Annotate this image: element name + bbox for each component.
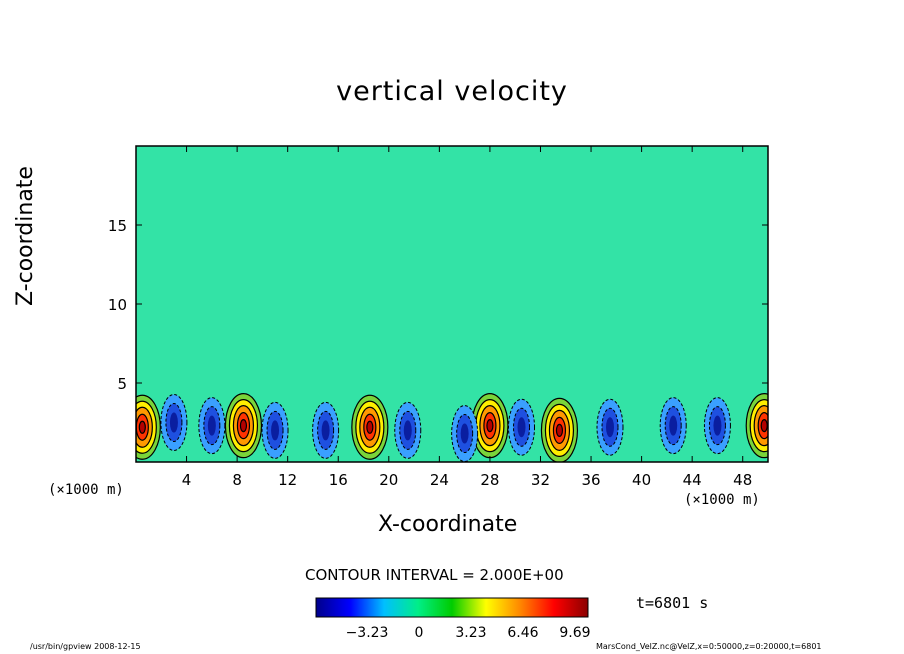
updraft-contour — [760, 419, 768, 433]
updraft-cell — [745, 393, 768, 459]
downdraft-cell — [394, 401, 422, 459]
chart-title: vertical velocity — [336, 76, 568, 107]
updraft-contour — [239, 419, 248, 433]
time-label: t=6801 s — [636, 594, 709, 612]
downdraft-core — [713, 415, 722, 436]
updraft-contour — [555, 423, 564, 437]
downdraft-core — [207, 415, 216, 436]
updraft-contour — [138, 420, 146, 434]
x-unit-label-left: (×1000 m) — [48, 482, 124, 498]
colorbar-tick-label: 3.23 — [455, 625, 486, 641]
x-tick-label: 24 — [430, 471, 449, 489]
x-tick-label: 4 — [182, 471, 192, 489]
x-tick-label: 8 — [232, 471, 242, 489]
updraft-contour — [486, 419, 494, 433]
downdraft-core — [271, 420, 280, 441]
downdraft-cell — [198, 397, 226, 455]
y-axis: 5 10 15 — [108, 217, 768, 393]
x-tick-label: 16 — [329, 471, 348, 489]
x-tick-label: 28 — [480, 471, 499, 489]
updraft-contour — [366, 420, 374, 434]
downdraft-core — [606, 417, 614, 438]
colorbar-ramp — [315, 597, 589, 618]
downdraft-cell — [160, 394, 188, 451]
x-axis: 4 8 12 16 20 24 28 32 36 40 44 48 — [182, 146, 752, 489]
x-tick-label: 44 — [683, 471, 702, 489]
downdraft-core — [403, 420, 412, 441]
downdraft-cell — [703, 397, 731, 455]
updraft-cell — [224, 393, 263, 459]
downdraft-core — [460, 423, 469, 444]
colorbar-tick-label: −3.23 — [346, 625, 389, 641]
x-tick-label: 32 — [531, 471, 550, 489]
colorbar-tick-label: 9.69 — [559, 625, 590, 641]
footer-right: MarsCond_VelZ.nc@VelZ,x=0:50000,z=0:2000… — [596, 642, 822, 651]
plot-area — [136, 146, 768, 462]
downdraft-core — [321, 420, 330, 441]
y-tick-label: 5 — [117, 375, 127, 393]
downdraft-core — [169, 412, 178, 433]
downdraft-cell — [451, 405, 479, 462]
x-tick-label: 40 — [632, 471, 651, 489]
colorbar-tick-label: 6.46 — [507, 625, 538, 641]
updraft-cell — [540, 397, 579, 462]
y-tick-label: 15 — [108, 217, 127, 235]
downdraft-cell — [261, 401, 289, 459]
downdraft-cell — [508, 398, 536, 456]
x-tick-label: 20 — [379, 471, 398, 489]
downdraft-cell — [312, 401, 340, 459]
downdraft-core — [669, 415, 678, 436]
colorbar-tick-label: 0 — [415, 625, 424, 641]
colorbar: −3.23 0 3.23 6.46 9.69 — [315, 597, 591, 641]
footer-left: /usr/bin/gpview 2008-12-15 — [30, 642, 141, 651]
x-tick-label: 36 — [581, 471, 600, 489]
contour-interval-label: CONTOUR INTERVAL = 2.000E+00 — [305, 566, 564, 584]
y-axis-label: Z-coordinate — [13, 166, 39, 306]
updraft-cell — [136, 394, 161, 460]
x-axis-label: X-coordinate — [378, 512, 518, 537]
x-unit-label-right: (×1000 m) — [684, 492, 760, 508]
downdraft-core — [517, 417, 526, 438]
updraft-cell — [351, 394, 389, 460]
x-tick-label: 48 — [733, 471, 752, 489]
downdraft-cell — [596, 398, 624, 456]
updraft-cell — [471, 393, 509, 459]
y-tick-label: 10 — [108, 296, 127, 314]
x-tick-label: 12 — [278, 471, 297, 489]
downdraft-cell — [659, 397, 687, 455]
